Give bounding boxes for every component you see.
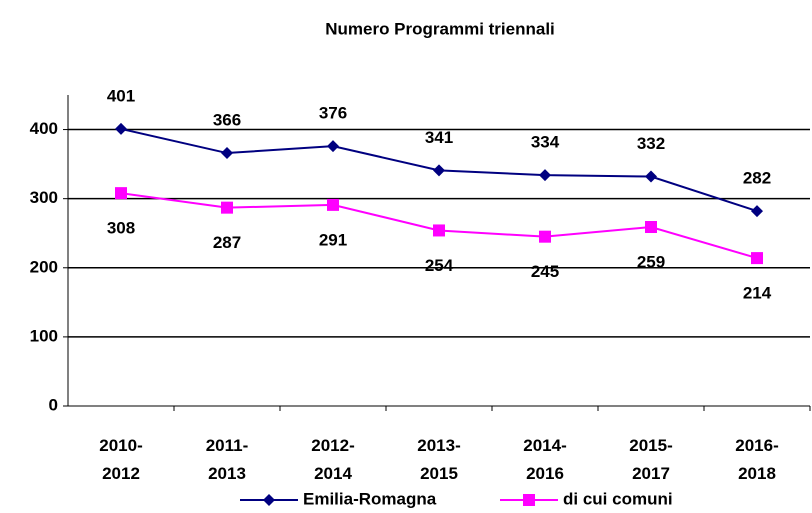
x-tick-line: 2012-: [311, 436, 354, 455]
data-label: 259: [637, 252, 665, 271]
data-label: 341: [425, 128, 453, 147]
x-tick-label: 2011- 2013: [206, 436, 249, 483]
marker: [327, 140, 339, 153]
legend-label: Emilia-Romagna: [303, 489, 437, 508]
x-tick-line: 2011-: [206, 436, 249, 455]
x-tick-line: 2015-: [629, 436, 672, 455]
x-tick-line: 2015: [420, 464, 458, 483]
chart-title: Numero Programmi triennali: [325, 19, 555, 38]
x-tick-label: 2013- 2015: [417, 436, 460, 483]
marker: [327, 198, 339, 211]
x-tick-line: 2014: [314, 464, 352, 483]
y-tick-label: 400: [30, 119, 58, 138]
marker: [539, 230, 551, 243]
x-tick-line: 2016: [526, 464, 564, 483]
marker: [433, 224, 445, 237]
x-tick-line: 2018: [738, 464, 776, 483]
marker: [221, 147, 233, 160]
marker: [751, 252, 763, 265]
marker: [539, 169, 551, 182]
marker: [645, 170, 657, 183]
x-tick-label: 2014- 2016: [523, 436, 566, 483]
x-tick-label: 2010- 2012: [99, 436, 142, 483]
marker: [751, 205, 763, 218]
x-tick-line: 2017: [632, 464, 670, 483]
x-tick-label: 2016- 2018: [735, 436, 778, 483]
data-label: 401: [107, 86, 135, 105]
x-tick-line: 2012: [102, 464, 140, 483]
marker: [645, 221, 657, 234]
data-label: 291: [319, 230, 347, 249]
x-tick-line: 2013-: [417, 436, 460, 455]
y-tick-label: 100: [30, 326, 58, 345]
marker: [523, 494, 535, 506]
marker: [263, 494, 275, 506]
data-label: 282: [743, 169, 771, 188]
data-label: 366: [213, 111, 241, 130]
data-label: 308: [107, 219, 135, 238]
marker: [115, 122, 127, 135]
x-tick-line: 2014-: [523, 436, 566, 455]
data-label: 245: [531, 262, 559, 281]
data-label: 334: [531, 133, 560, 152]
marker: [433, 164, 445, 177]
marker: [221, 201, 233, 214]
data-label: 254: [425, 256, 454, 275]
y-tick-label: 200: [30, 257, 58, 276]
data-label: 332: [637, 134, 665, 153]
y-tick-label: 0: [49, 395, 58, 414]
x-tick-line: 2010-: [99, 436, 142, 455]
data-label: 287: [213, 233, 241, 252]
marker: [115, 187, 127, 200]
x-tick-label: 2012- 2014: [311, 436, 354, 483]
y-tick-label: 300: [30, 188, 58, 207]
legend-label: di cui comuni: [563, 489, 673, 508]
x-tick-line: 2016-: [735, 436, 778, 455]
x-tick-line: 2013: [208, 464, 246, 483]
data-label: 376: [319, 104, 347, 123]
data-label: 214: [743, 284, 772, 303]
x-tick-label: 2015- 2017: [629, 436, 672, 483]
